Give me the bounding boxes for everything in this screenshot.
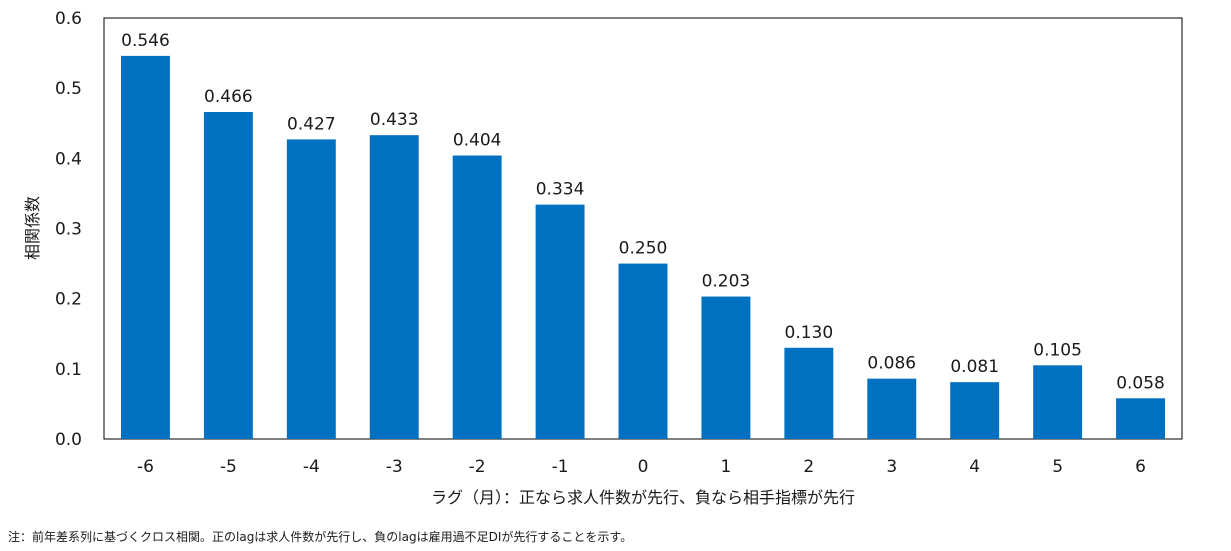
y-axis-title: 相関係数 <box>23 196 42 260</box>
bar <box>950 382 1000 439</box>
y-tick-label: 0.1 <box>55 360 82 380</box>
bar <box>701 296 751 439</box>
bar <box>203 112 253 440</box>
y-tick-label: 0.0 <box>55 430 82 450</box>
bar <box>369 135 419 439</box>
bar <box>1116 398 1166 439</box>
x-tick-label: 3 <box>886 457 897 477</box>
data-label: 0.427 <box>287 114 336 134</box>
x-axis-title: ラグ（月）：正なら求人件数が先行、負なら相手指標が先行 <box>431 488 855 507</box>
y-tick-label: 0.2 <box>55 290 82 310</box>
data-labels: 0.546 0.466 0.427 0.433 0.404 0.334 0.250 0.203… <box>121 31 1165 393</box>
data-label: 0.433 <box>370 110 419 130</box>
x-axis-ticks: -6 -5 -4 -3 -2 -1 0 1 2 3 4 5 6 <box>137 457 1146 477</box>
y-tick-label: 0.6 <box>55 9 82 29</box>
bar <box>867 378 917 439</box>
x-tick-label: -6 <box>137 457 154 477</box>
bar <box>535 204 585 439</box>
data-label: 0.404 <box>453 131 502 151</box>
bar <box>452 155 502 439</box>
x-tick-label: -3 <box>386 457 403 477</box>
data-label: 0.081 <box>950 357 999 377</box>
data-label: 0.250 <box>619 239 668 259</box>
bar <box>286 139 336 439</box>
x-tick-label: 2 <box>803 457 814 477</box>
data-label: 0.130 <box>785 323 834 343</box>
data-label: 0.466 <box>204 87 253 107</box>
data-label: 0.058 <box>1116 373 1165 393</box>
data-label: 0.546 <box>121 31 170 51</box>
y-axis-ticks: 0.0 0.1 0.2 0.3 0.4 0.5 0.6 <box>55 9 82 450</box>
bars <box>120 55 1166 440</box>
y-tick-label: 0.3 <box>55 220 82 240</box>
data-label: 0.203 <box>702 272 751 292</box>
x-tick-label: -4 <box>303 457 320 477</box>
bar <box>618 263 668 439</box>
bar <box>784 347 834 439</box>
x-tick-label: -2 <box>469 457 486 477</box>
data-label: 0.086 <box>867 354 916 374</box>
y-tick-label: 0.4 <box>55 149 82 169</box>
footnote: 注：前年差系列に基づくクロス相関。正のlagは求人件数が先行し、負のlagは雇用… <box>8 530 633 544</box>
data-label: 0.105 <box>1033 340 1082 360</box>
x-tick-label: -1 <box>552 457 569 477</box>
x-tick-label: -5 <box>220 457 237 477</box>
x-tick-label: 5 <box>1052 457 1063 477</box>
data-label: 0.334 <box>536 180 585 200</box>
x-tick-label: 0 <box>638 457 649 477</box>
x-tick-label: 1 <box>721 457 732 477</box>
bar <box>120 55 170 439</box>
bar <box>1033 365 1083 439</box>
x-tick-label: 6 <box>1135 457 1146 477</box>
y-tick-label: 0.5 <box>55 79 82 99</box>
x-tick-label: 4 <box>969 457 980 477</box>
